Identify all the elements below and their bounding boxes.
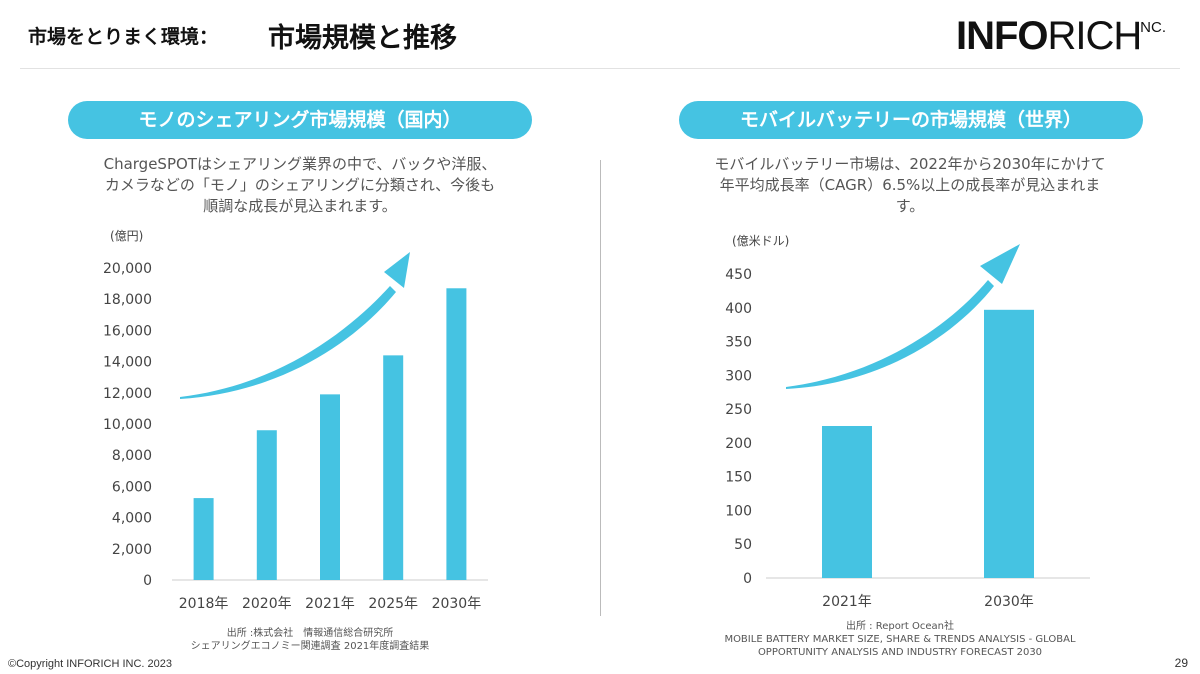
logo-text-regular: RICH [1047, 14, 1143, 58]
x-category-label: 2020年 [242, 596, 292, 612]
page-number: 29 [1174, 656, 1188, 670]
y-tick-label: 0 [743, 571, 752, 587]
y-tick-label: 16,000 [103, 323, 152, 339]
trend-arrow-icon [180, 286, 396, 399]
y-tick-label: 10,000 [103, 417, 152, 433]
mobile-battery-market-bar-chart: (億米ドル) 0 50 100 150 200 250 300 350 400 450 2021年 20… [725, 234, 1090, 610]
inforich-logo: INFORICH INC. [956, 14, 1176, 58]
bar [984, 309, 1034, 578]
right-desc-line-2: 年平均成長率（CAGR）6.5%以上の成長率が見込まれま [719, 176, 1101, 194]
left-source-line-2: シェアリングエコノミー関連調査 2021年度調査結果 [190, 641, 430, 652]
x-category-label: 2021年 [305, 596, 355, 612]
right-chart-heading-pill: モバイルバッテリーの市場規模（世界） [679, 101, 1143, 139]
left-chart-source: 出所 :株式会社 情報通信総合研究所 シェアリングエコノミー関連調査 2021年… [160, 627, 460, 653]
right-chart-description: モバイルバッテリー市場は、2022年から2030年にかけて 年平均成長率（CAG… [670, 154, 1150, 217]
x-category-label: 2030年 [984, 594, 1034, 610]
logo-text-inc: INC. [1136, 19, 1166, 36]
y-tick-label: 0 [143, 573, 152, 589]
logo-text-bold: INFO [956, 14, 1049, 58]
y-tick-label: 100 [725, 503, 752, 519]
x-category-label: 2021年 [822, 594, 872, 610]
right-source-line-2: MOBILE BATTERY MARKET SIZE, SHARE & TREN… [724, 634, 1076, 645]
right-source-line-1: 出所 : Report Ocean社 [845, 621, 955, 632]
bar [256, 430, 277, 580]
y-tick-label: 4,000 [112, 511, 152, 527]
y-tick-label: 150 [725, 470, 752, 486]
page-title: 市場規模と推移 [268, 23, 457, 54]
right-source-line-3: OPPORTUNITY ANALYSIS AND INDUSTRY FORECA… [757, 647, 1043, 658]
bar [446, 288, 467, 580]
x-category-label: 2030年 [432, 596, 482, 612]
trend-arrowhead-icon [384, 252, 410, 288]
y-tick-label: 20,000 [103, 261, 152, 277]
trend-arrowhead-icon [980, 244, 1020, 284]
left-desc-line-2: カメラなどの「モノ」のシェアリングに分類され、今後も [104, 176, 496, 194]
y-tick-label: 50 [734, 537, 752, 553]
panel-divider [600, 160, 601, 616]
y-tick-label: 200 [725, 436, 752, 452]
y-tick-label: 2,000 [112, 542, 152, 558]
right-desc-line-3: す。 [895, 197, 925, 215]
trend-arrow-icon [786, 280, 994, 389]
unit-label: (億円) [110, 229, 143, 243]
sharing-market-bar-chart: (億円) 0 2,000 4,000 6,000 8,000 10,000 12,000 14,… [103, 229, 488, 612]
left-chart-heading-pill: モノのシェアリング市場規模（国内） [68, 101, 532, 139]
header-divider [20, 68, 1180, 69]
header-section-label: 市場をとりまく環境： [28, 26, 219, 48]
left-desc-line-1: ChargeSPOTはシェアリング業界の中で、バックや洋服、 [103, 155, 497, 173]
y-tick-label: 450 [725, 267, 752, 283]
right-chart-source: 出所 : Report Ocean社 MOBILE BATTERY MARKET… [640, 620, 1160, 659]
bar [822, 426, 872, 578]
right-desc-line-1: モバイルバッテリー市場は、2022年から2030年にかけて [714, 155, 1106, 173]
y-tick-label: 350 [725, 335, 752, 351]
y-tick-label: 12,000 [103, 386, 152, 402]
bar [193, 498, 214, 580]
x-category-label: 2025年 [368, 596, 418, 612]
y-tick-label: 6,000 [112, 479, 152, 495]
bar [320, 394, 340, 580]
y-tick-label: 18,000 [103, 292, 152, 308]
left-source-line-1: 出所 :株式会社 情報通信総合研究所 [226, 628, 394, 639]
left-desc-line-3: 順調な成長が見込まれます。 [203, 197, 397, 215]
y-tick-label: 250 [725, 402, 752, 418]
y-tick-label: 8,000 [112, 448, 152, 464]
bar [383, 355, 404, 580]
y-tick-label: 300 [725, 368, 752, 384]
footer-copyright: ©Copyright INFORICH INC. 2023 [8, 658, 172, 670]
y-tick-label: 400 [725, 301, 752, 317]
y-tick-label: 14,000 [103, 355, 152, 371]
x-category-label: 2018年 [179, 596, 229, 612]
unit-label: (億米ドル) [732, 234, 789, 248]
left-chart-description: ChargeSPOTはシェアリング業界の中で、バックや洋服、 カメラなどの「モノ… [60, 154, 540, 217]
